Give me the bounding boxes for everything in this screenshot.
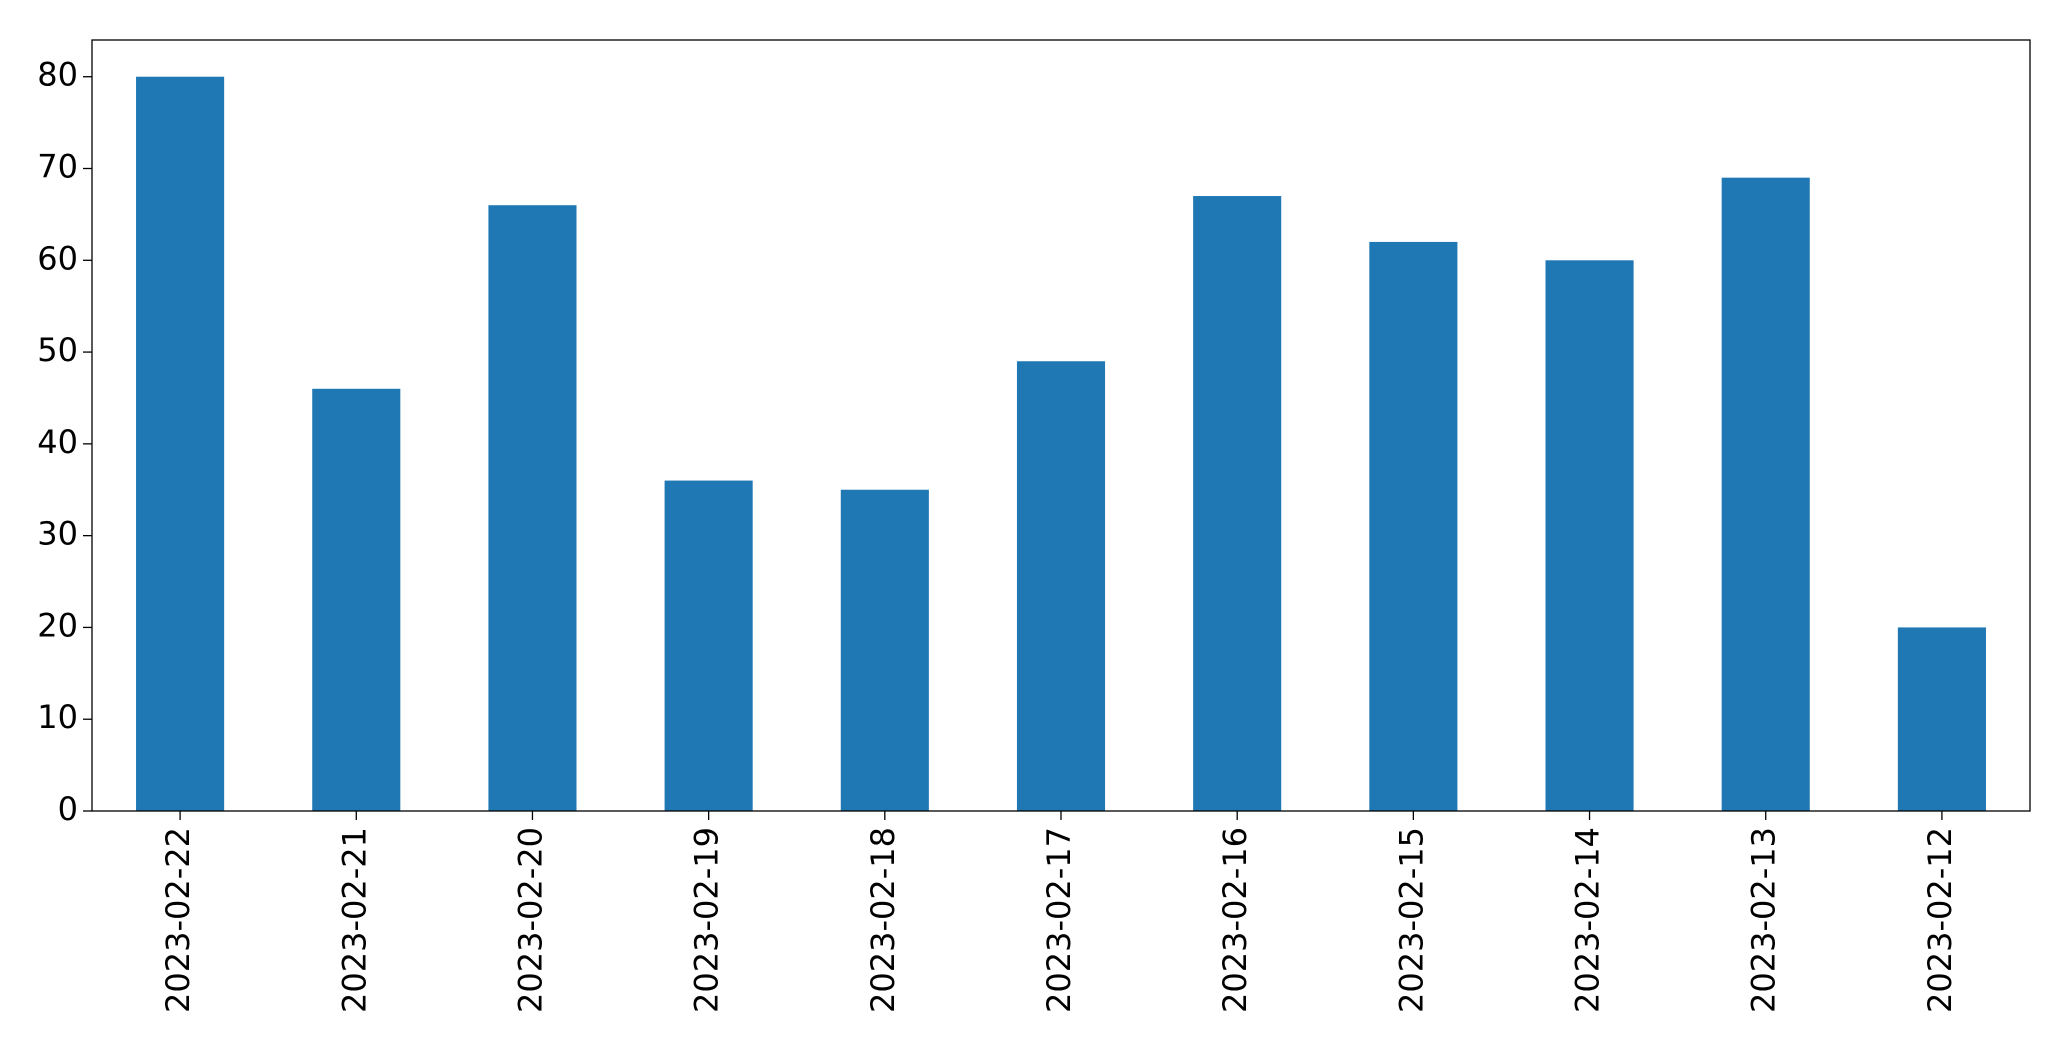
x-tick-label: 2023-02-21 bbox=[335, 827, 373, 1013]
bar bbox=[840, 489, 929, 811]
bar bbox=[664, 480, 753, 811]
y-tick-label: 0 bbox=[58, 790, 78, 828]
bar bbox=[1897, 627, 1986, 811]
bar bbox=[136, 76, 225, 811]
y-tick-label: 80 bbox=[37, 56, 78, 94]
y-tick-label: 70 bbox=[37, 148, 78, 186]
x-tick-label: 2023-02-15 bbox=[1392, 827, 1430, 1013]
y-tick-label: 30 bbox=[37, 515, 78, 553]
x-tick-label: 2023-02-14 bbox=[1569, 827, 1607, 1013]
x-tick-label: 2023-02-17 bbox=[1040, 827, 1078, 1013]
bar bbox=[312, 388, 401, 811]
x-tick-label: 2023-02-16 bbox=[1216, 827, 1254, 1013]
y-tick-label: 40 bbox=[37, 423, 78, 461]
x-tick-label: 2023-02-18 bbox=[864, 827, 902, 1013]
y-tick-label: 60 bbox=[37, 239, 78, 277]
bar bbox=[488, 205, 577, 811]
x-tick-label: 2023-02-19 bbox=[688, 827, 726, 1013]
y-tick-label: 10 bbox=[37, 698, 78, 736]
x-tick-label: 2023-02-13 bbox=[1745, 827, 1783, 1013]
x-tick-label: 2023-02-20 bbox=[511, 827, 549, 1013]
plot-frame bbox=[91, 39, 2031, 812]
bar bbox=[1721, 177, 1810, 811]
bar bbox=[1545, 260, 1634, 811]
x-tick-label: 2023-02-12 bbox=[1921, 827, 1959, 1013]
bar bbox=[1193, 196, 1282, 812]
bar bbox=[1016, 361, 1106, 811]
x-tick-label: 2023-02-22 bbox=[159, 827, 197, 1013]
bar bbox=[1369, 241, 1458, 811]
y-tick-label: 50 bbox=[37, 331, 78, 369]
y-tick-label: 20 bbox=[37, 606, 78, 644]
